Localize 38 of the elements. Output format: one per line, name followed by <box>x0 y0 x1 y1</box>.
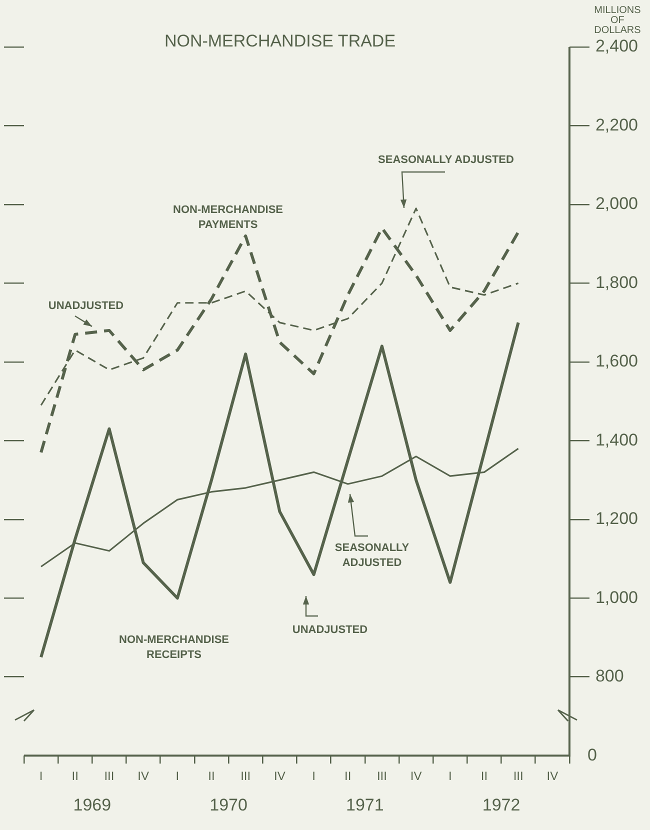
x-tick-label: II <box>72 769 78 784</box>
x-tick-label: I <box>39 769 43 784</box>
chart-title: NON-MERCHANDISE TRADE <box>164 32 396 51</box>
y-tick-label: 1,000 <box>595 588 638 607</box>
x-tick-label: I <box>312 769 316 784</box>
annotation: SEASONALLY ADJUSTED <box>378 154 514 166</box>
y-tick-label: 2,400 <box>595 36 638 56</box>
x-tick-label: III <box>513 769 524 784</box>
text: 1970 <box>210 795 248 814</box>
y-tick-label: 1,200 <box>595 509 638 528</box>
x-tick-label: II <box>344 769 352 784</box>
y-tick-label: 1,800 <box>595 272 638 292</box>
text: 0 <box>587 745 597 764</box>
text: 1972 <box>482 795 520 814</box>
annotation: SEASONALLY ADJUSTED <box>334 542 410 570</box>
x-tick-label: I <box>448 769 452 784</box>
x-tick-label: II <box>208 769 215 784</box>
annotation: NON-MERCHANDISE RECEIPTS <box>119 634 229 662</box>
x-tick-label: III <box>240 769 251 784</box>
y-tick-label: 1,600 <box>595 352 638 371</box>
x-tick-label: III <box>376 769 387 784</box>
y-tick-label: 1,400 <box>595 430 638 450</box>
text: 1971 <box>346 795 384 814</box>
y-axis-title: MILLIONS OF DOLLARS <box>594 4 642 36</box>
x-tick-label: II <box>480 769 488 784</box>
text: 1969 <box>73 795 112 814</box>
y-tick-label: 2,200 <box>595 115 638 134</box>
x-tick-label: IV <box>546 769 558 784</box>
x-tick-label: I <box>176 769 180 784</box>
annotation: NON-MERCHANDISE PAYMENTS <box>173 204 283 232</box>
x-tick-label: III <box>104 769 114 784</box>
x-tick-label: IV <box>274 769 286 784</box>
y-tick-label: 800 <box>595 666 624 686</box>
x-tick-label: IV <box>410 769 422 784</box>
y-tick-label: 2,000 <box>595 194 638 214</box>
x-tick-label: IV <box>138 769 149 784</box>
annotation: UNADJUSTED <box>292 624 368 636</box>
annotation: UNADJUSTED <box>48 300 124 312</box>
